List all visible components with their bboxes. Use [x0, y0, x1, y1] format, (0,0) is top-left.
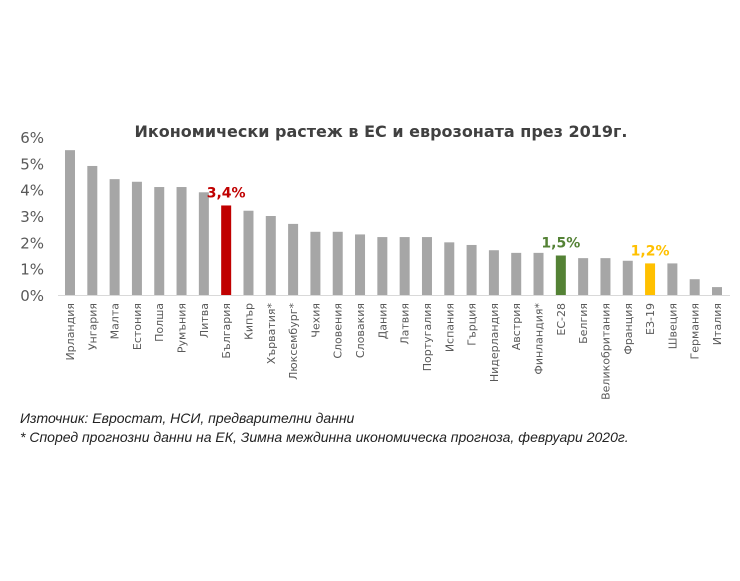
x-tick-label: Малта: [109, 303, 122, 339]
x-tick-label: Чехия: [309, 303, 322, 338]
bar-Литва: [198, 192, 209, 295]
y-tick-label: 2%: [20, 234, 44, 252]
source-note: Източник: Евростат, НСИ, предварителни д…: [20, 410, 355, 426]
x-tick-label: Австрия: [510, 303, 523, 350]
x-tick-label: Кипър: [242, 303, 255, 340]
x-tick-label: Италия: [711, 303, 724, 345]
x-tick-label: Финландия*: [533, 303, 546, 375]
x-tick-label: Германия: [689, 303, 702, 359]
chart-title: Икономически растеж в ЕС и еврозоната пр…: [134, 122, 627, 141]
x-tick-label: Словакия: [354, 303, 367, 358]
bar-Испания: [444, 242, 455, 295]
x-tick-label: Гърция: [466, 303, 479, 346]
y-tick-label: 1%: [20, 261, 44, 279]
x-tick-label: Швеция: [666, 303, 679, 349]
x-tick-label: Унгария: [86, 303, 99, 350]
bar-chart: Икономически растеж в ЕС и еврозоната пр…: [20, 122, 730, 400]
x-tick-label: ЕЗ-19: [644, 303, 657, 335]
bar-Чехия: [310, 231, 321, 295]
bar-ЕЗ-19: [645, 263, 656, 295]
footnote: * Според прогнозни данни на ЕК, Зимна ме…: [20, 429, 629, 445]
bar-Люксембург*: [288, 223, 299, 295]
x-tick-label: Литва: [198, 303, 211, 338]
x-tick-label: Словения: [332, 303, 345, 359]
y-tick-label: 3%: [20, 208, 44, 226]
x-tick-label: Нидерландия: [488, 303, 501, 382]
x-tick-label: Дания: [376, 303, 389, 339]
bar-Румъния: [176, 187, 187, 295]
bar-Кипър: [243, 210, 254, 295]
bar-Финландия*: [533, 252, 544, 295]
bar-Ирландия: [65, 150, 75, 295]
bar-Хърватия*: [265, 216, 276, 295]
bar-Дания: [377, 237, 388, 295]
y-tick-label: 5%: [20, 155, 44, 173]
data-label: 3,4%: [207, 185, 246, 201]
x-tick-label: ЕС-28: [555, 303, 568, 336]
x-tick-label: Полша: [153, 303, 166, 342]
bar-Белгия: [578, 258, 589, 295]
bar-Франция: [622, 260, 633, 295]
bar-Полша: [154, 187, 165, 295]
x-tick-label: Белгия: [577, 303, 590, 344]
x-tick-label: Хърватия*: [265, 303, 278, 365]
x-tick-label: България: [220, 303, 233, 359]
bar-Австрия: [511, 252, 522, 295]
x-tick-label: Естония: [131, 303, 144, 350]
y-tick-label: 0%: [20, 287, 44, 305]
bar-Словения: [332, 231, 343, 295]
x-tick-label: Ирландия: [64, 303, 77, 361]
data-label: 1,5%: [541, 236, 580, 252]
bar-Швеция: [667, 263, 678, 295]
x-tick-label: Испания: [443, 303, 456, 352]
x-tick-label: Португалия: [421, 303, 434, 371]
y-tick-label: 6%: [20, 129, 44, 147]
x-tick-label: Румъния: [176, 303, 189, 353]
bar-Германия: [689, 279, 700, 295]
bar-Малта: [109, 179, 120, 295]
bar-Унгария: [87, 165, 98, 295]
bar-Гърция: [466, 244, 477, 295]
x-tick-label: Великобритания: [599, 303, 612, 400]
bar-Латвия: [399, 237, 410, 295]
bar-Нидерландия: [488, 250, 499, 295]
bar-България: [221, 205, 232, 295]
data-label: 1,2%: [631, 243, 670, 259]
x-tick-label: Латвия: [399, 303, 412, 345]
bar-Италия: [712, 287, 722, 295]
y-tick-label: 4%: [20, 182, 44, 200]
bar-Португалия: [421, 237, 432, 295]
bar-Естония: [131, 181, 142, 295]
x-tick-label: Люксембург*: [287, 303, 300, 380]
x-tick-label: Франция: [622, 303, 635, 355]
bar-Великобритания: [600, 258, 611, 295]
bar-ЕС-28: [555, 255, 566, 295]
bar-Словакия: [355, 234, 366, 295]
